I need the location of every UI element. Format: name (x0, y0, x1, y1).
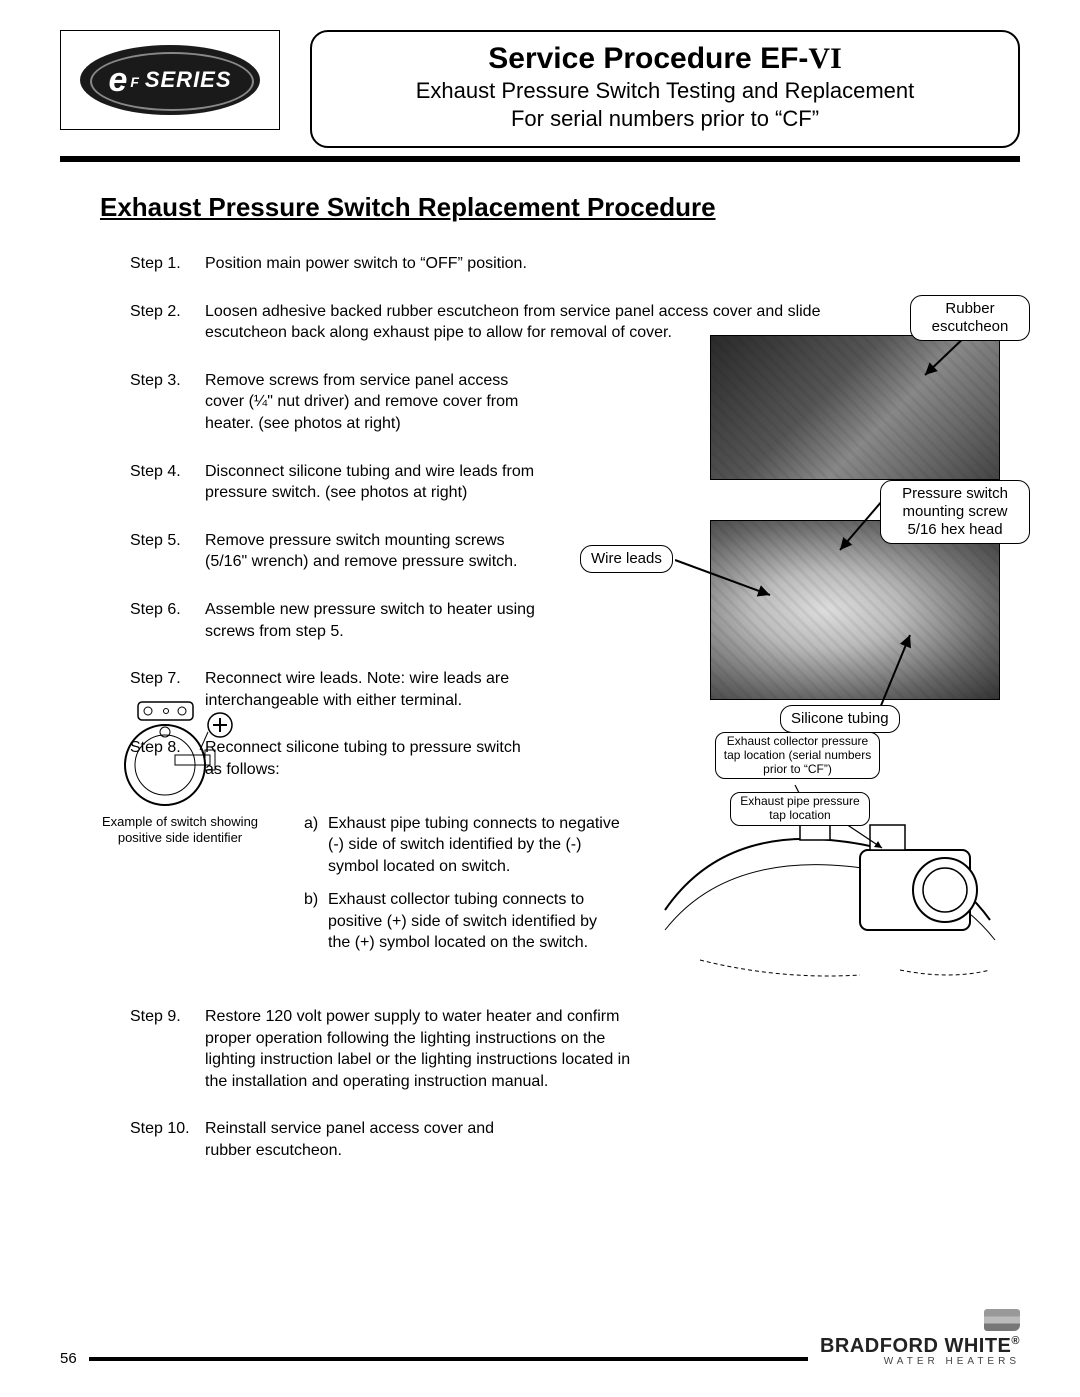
substep-body: Exhaust collector tubing connects to pos… (328, 889, 620, 954)
step-body: Assemble new pressure switch to heater u… (205, 599, 540, 642)
step-label: Step 9. (130, 1006, 205, 1092)
step-body: Remove screws from service panel access … (205, 370, 540, 435)
page-number: 56 (60, 1350, 77, 1367)
diag-callout-collector: Exhaust collector pressure tap location … (715, 732, 880, 779)
callout-silicone: Silicone tubing (780, 705, 900, 733)
step-label: Step 6. (130, 599, 205, 642)
switch-example-caption: Example of switch showing positive side … (100, 814, 260, 845)
substep-body: Exhaust pipe tubing connects to negative… (328, 813, 620, 878)
callout-rubber: Rubber escutcheon (910, 295, 1030, 341)
substep-label: b) (300, 889, 328, 954)
diag-callout-pipe: Exhaust pipe pressure tap location (730, 792, 870, 826)
callout-mounting: Pressure switch mounting screw 5/16 hex … (880, 480, 1030, 544)
step-body: Reinstall service panel access cover and… (205, 1118, 540, 1161)
brand-logo: eF SERIES (60, 30, 280, 130)
brand-name: BRADFORD WHITE (820, 1335, 1011, 1357)
step-label: Step 1. (130, 253, 205, 275)
section-heading: Exhaust Pressure Switch Replacement Proc… (100, 192, 1020, 223)
title-main: Service Procedure EF- (488, 42, 808, 75)
step-body: Disconnect silicone tubing and wire lead… (205, 461, 540, 504)
step-body: Restore 120 volt power supply to water h… (205, 1006, 650, 1092)
step-label: Step 4. (130, 461, 205, 504)
step-label: Step 10. (130, 1118, 205, 1161)
switch-example-figure: Example of switch showing positive side … (100, 700, 260, 845)
step-label: Step 5. (130, 530, 205, 573)
callout-wire-leads: Wire leads (580, 545, 673, 573)
diagram-bottom: Exhaust collector pressure tap location … (660, 730, 1000, 990)
header-rule (60, 156, 1020, 162)
footer-rule (89, 1357, 808, 1361)
step-body: Position main power switch to “OFF” posi… (205, 253, 870, 275)
step-label: Step 2. (130, 301, 205, 344)
step-label: Step 3. (130, 370, 205, 435)
subtitle-2: For serial numbers prior to “CF” (326, 106, 1004, 132)
title-box: Service Procedure EF-VI Exhaust Pressure… (310, 30, 1020, 148)
title-suffix: VI (808, 42, 841, 75)
photo-area: Rubber escutcheon Pressure switch mounti… (620, 310, 1020, 1010)
logo-letter: e (108, 61, 128, 99)
brand-flag-icon (984, 1309, 1020, 1331)
step-body: Remove pressure switch mounting screws (… (205, 530, 540, 573)
brand-footer-logo: BRADFORD WHITE® WATER HEATERS (820, 1309, 1020, 1367)
subtitle-1: Exhaust Pressure Switch Testing and Repl… (326, 78, 1004, 104)
logo-series: SERIES (145, 67, 232, 92)
substep-label: a) (300, 813, 328, 878)
